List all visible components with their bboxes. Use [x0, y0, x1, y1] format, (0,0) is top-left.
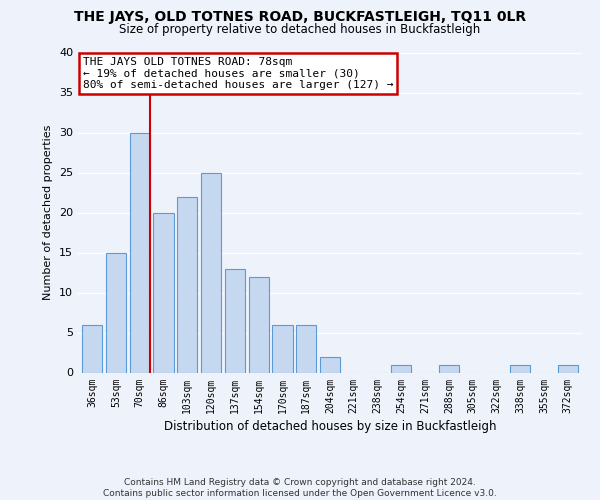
Bar — [296, 324, 316, 372]
Bar — [248, 276, 269, 372]
Bar — [201, 172, 221, 372]
Bar — [82, 324, 103, 372]
X-axis label: Distribution of detached houses by size in Buckfastleigh: Distribution of detached houses by size … — [164, 420, 496, 432]
Bar — [439, 364, 459, 372]
Text: THE JAYS OLD TOTNES ROAD: 78sqm
← 19% of detached houses are smaller (30)
80% of: THE JAYS OLD TOTNES ROAD: 78sqm ← 19% of… — [83, 58, 394, 90]
Text: Size of property relative to detached houses in Buckfastleigh: Size of property relative to detached ho… — [119, 22, 481, 36]
Bar — [391, 364, 412, 372]
Bar — [130, 132, 150, 372]
Text: Contains HM Land Registry data © Crown copyright and database right 2024.
Contai: Contains HM Land Registry data © Crown c… — [103, 478, 497, 498]
Bar — [320, 356, 340, 372]
Bar — [225, 268, 245, 372]
Bar — [154, 212, 173, 372]
Y-axis label: Number of detached properties: Number of detached properties — [43, 125, 53, 300]
Bar — [177, 196, 197, 372]
Text: THE JAYS, OLD TOTNES ROAD, BUCKFASTLEIGH, TQ11 0LR: THE JAYS, OLD TOTNES ROAD, BUCKFASTLEIGH… — [74, 10, 526, 24]
Bar — [106, 252, 126, 372]
Bar — [272, 324, 293, 372]
Bar — [510, 364, 530, 372]
Bar — [557, 364, 578, 372]
